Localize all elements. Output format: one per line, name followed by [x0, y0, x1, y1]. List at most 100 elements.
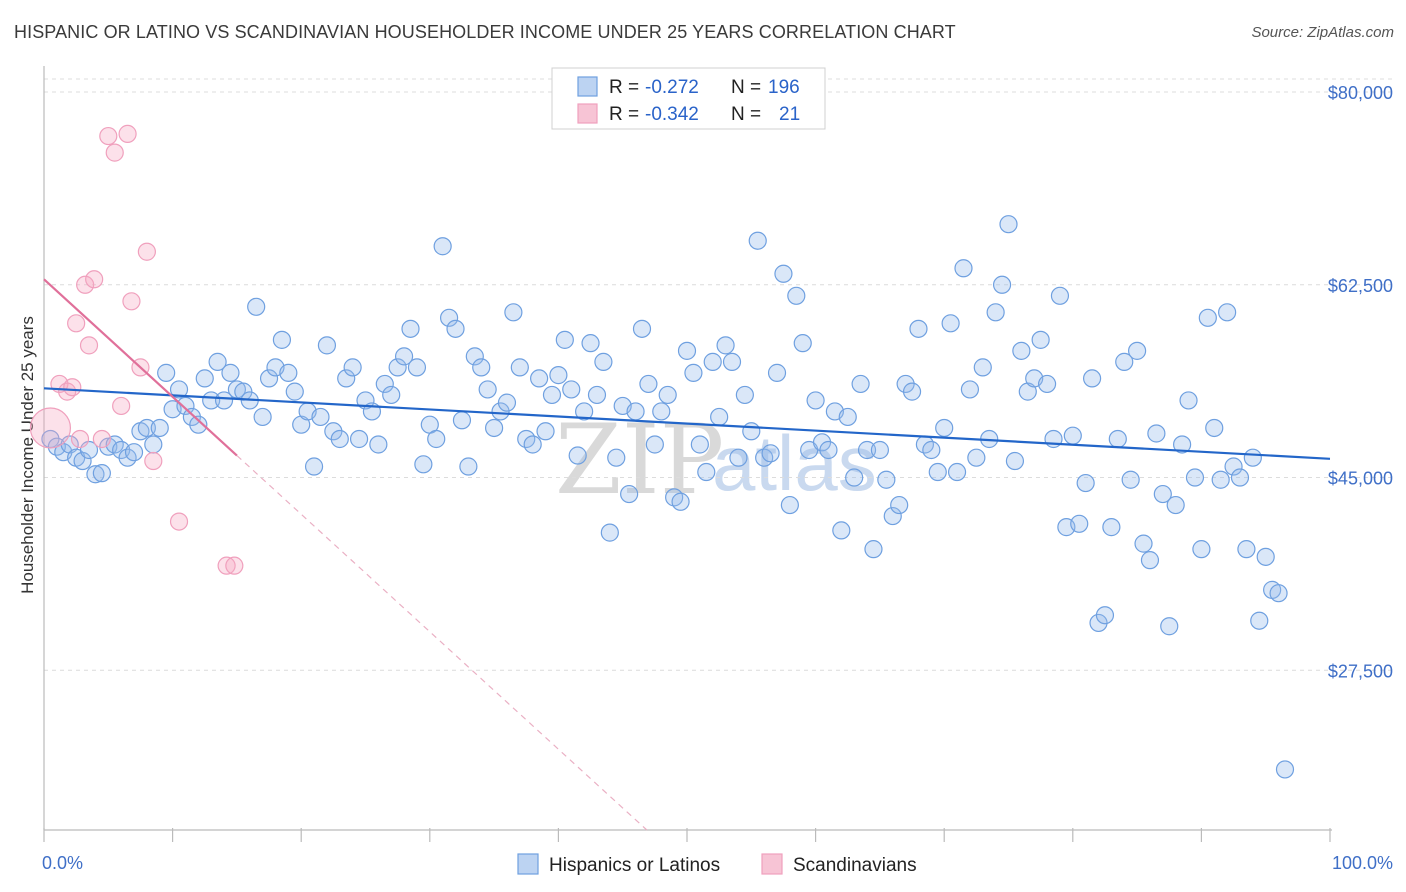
hispanic-point-36 [272, 330, 292, 349]
y-tick-labels: $27,500 $45,000 $62,500 $80,000 [1328, 83, 1393, 681]
hispanic-point-80 [555, 330, 574, 349]
trend-line-scandinavian [43, 278, 238, 457]
scandinavian-point-7 [79, 336, 99, 355]
bottom-legend-swatch-hispanic [517, 853, 539, 875]
hispanic-point-109 [742, 422, 761, 441]
hispanic-point-191 [1269, 584, 1288, 603]
hispanic-point-141 [947, 462, 967, 482]
legend-n-label-2: N = [731, 104, 761, 125]
hispanic-point-62 [439, 308, 459, 327]
bottom-legend: Hispanics or Latinos Scandinavians [517, 853, 917, 876]
hispanic-point-73 [510, 358, 529, 377]
hispanic-point-68 [478, 380, 497, 399]
y-axis-title: Householder Income Under 25 years [18, 316, 37, 594]
hispanic-point-166 [1108, 429, 1127, 449]
hispanic-point-142 [954, 259, 973, 278]
hispanic-point-161 [1076, 473, 1095, 493]
hispanic-point-64 [452, 411, 472, 430]
watermark-zip: ZIP [555, 404, 724, 516]
hispanic-point-38 [285, 382, 304, 401]
hispanic-point-103 [703, 352, 722, 371]
hispanic-point-184 [1224, 457, 1243, 476]
hispanic-point-66 [465, 347, 484, 366]
hispanic-point-187 [1243, 448, 1262, 467]
hispanic-point-87 [600, 523, 619, 542]
trend-line-hispanic [43, 387, 1331, 460]
hispanic-point-126 [851, 374, 870, 394]
hispanic-point-171 [1140, 551, 1160, 570]
hispanic-point-54 [388, 358, 407, 377]
hispanic-point-83 [575, 402, 594, 421]
hispanic-point-93 [639, 374, 658, 394]
hispanic-point-76 [530, 369, 549, 388]
hispanic-point-143 [960, 380, 980, 399]
hispanic-point-88 [607, 448, 626, 467]
hispanic-point-91 [626, 402, 645, 421]
hispanic-point-114 [774, 264, 793, 283]
hispanic-point-95 [652, 402, 671, 421]
hispanic-point-71 [497, 393, 517, 412]
hispanic-point-157 [1050, 286, 1070, 305]
hispanic-point-182 [1211, 470, 1230, 489]
hispanic-point-21 [176, 396, 195, 416]
y-tick-label-3: $80,000 [1328, 83, 1393, 103]
hispanic-point-150 [1005, 451, 1025, 471]
hispanic-point-75 [523, 435, 542, 454]
hispanic-point-145 [973, 358, 992, 377]
hispanic-point-164 [1095, 606, 1115, 625]
scandinavian-point-13 [118, 124, 137, 143]
hispanic-point-116 [787, 286, 806, 305]
hispanic-point-189 [1256, 547, 1275, 566]
hispanic-point-8 [92, 464, 111, 483]
top-legend: R = -0.272 N = 196 R = -0.342 N = 21 [551, 67, 826, 130]
y-tick-label-1: $45,000 [1328, 469, 1393, 489]
hispanic-point-110 [748, 231, 767, 250]
hispanic-point-137 [922, 440, 941, 460]
hispanic-point-26 [208, 352, 227, 371]
hispanic-point-172 [1147, 424, 1166, 443]
hispanic-point-67 [472, 358, 491, 377]
hispanic-point-13 [124, 443, 144, 462]
hispanic-point-183 [1218, 303, 1237, 322]
legend-r-label-2: R = [609, 104, 639, 125]
x-tick-labels: 0.0% 100.0% [42, 853, 1393, 873]
scandinavian-point-5 [70, 429, 90, 449]
hispanic-point-138 [928, 462, 947, 482]
hispanic-point-129 [870, 440, 890, 460]
scandinavian-point-11 [105, 143, 124, 162]
hispanic-point-56 [401, 319, 420, 338]
hispanic-point-104 [710, 407, 729, 427]
scandinavian-point-14 [122, 292, 141, 311]
hispanic-point-124 [838, 407, 857, 427]
hispanic-point-58 [414, 455, 433, 474]
hispanic-point-169 [1127, 341, 1147, 360]
hispanic-point-57 [407, 358, 427, 377]
series-hispanic-points [41, 215, 1295, 779]
hispanic-point-140 [941, 314, 960, 333]
x-tick-label-0: 0.0% [42, 853, 83, 873]
hispanic-point-45 [330, 429, 349, 449]
hispanic-point-24 [195, 369, 214, 388]
scandinavian-point-8 [85, 270, 104, 289]
hispanic-point-135 [909, 319, 928, 338]
hispanic-point-147 [986, 303, 1005, 322]
hispanic-point-47 [343, 358, 362, 377]
hispanic-point-82 [568, 446, 587, 465]
bottom-legend-label-scandinavian: Scandinavians [793, 855, 917, 876]
hispanic-point-55 [394, 347, 414, 366]
hispanic-point-112 [761, 444, 780, 463]
watermark-atlas: atlas [712, 419, 877, 507]
hispanic-point-179 [1192, 540, 1211, 559]
hispanic-point-130 [877, 470, 896, 489]
scandinavian-point-9 [92, 429, 111, 449]
hispanic-point-123 [832, 521, 851, 540]
hispanic-point-121 [819, 440, 838, 460]
hispanic-point-162 [1082, 369, 1102, 388]
hispanic-point-178 [1185, 468, 1205, 487]
hispanic-point-32 [247, 297, 266, 316]
source-note: Source: ZipAtlas.com [1251, 24, 1394, 41]
scandinavian-point-10 [99, 126, 118, 146]
hispanic-point-134 [902, 382, 922, 401]
hispanic-point-151 [1012, 341, 1031, 360]
